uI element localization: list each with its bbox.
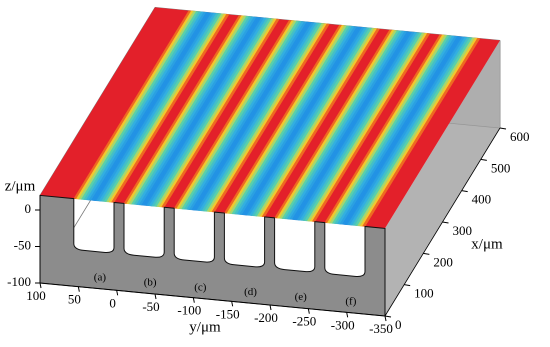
channel-label: (b) <box>144 276 157 288</box>
z-axis-title: z/μm <box>5 178 36 194</box>
y-tick <box>384 315 387 322</box>
x-tick-label: 0 <box>395 317 402 332</box>
x-tick <box>499 127 507 130</box>
x-tick-label: 600 <box>510 129 530 144</box>
y-tick <box>346 312 349 318</box>
x-tick <box>384 315 392 318</box>
channel-strip <box>362 37 481 227</box>
x-tick <box>423 252 430 255</box>
channel-label: (f) <box>345 296 356 308</box>
y-tick-label: -250 <box>292 314 316 329</box>
channel-label: (c) <box>194 281 207 293</box>
x-tick-label: 100 <box>414 286 434 301</box>
y-tick-label: -200 <box>254 310 278 325</box>
y-tick <box>77 286 80 292</box>
y-tick <box>39 282 42 289</box>
y-tick <box>192 297 195 303</box>
x-tick <box>404 284 411 287</box>
x-tick <box>480 158 487 161</box>
y-tick-label: -150 <box>216 306 240 321</box>
x-tick-label: 500 <box>491 160 511 175</box>
x-tick <box>442 221 449 224</box>
x-tick <box>461 190 468 193</box>
z-tick-label: -100 <box>7 274 31 289</box>
channel-strip <box>161 18 280 208</box>
x-tick-label: 400 <box>472 192 492 207</box>
y-tick-label: -50 <box>142 299 159 314</box>
channel-strip <box>261 28 381 218</box>
channel-label: (a) <box>94 272 107 284</box>
channel-strip <box>211 23 330 213</box>
x-axis-title: x/μm <box>471 236 503 252</box>
y-tick <box>154 293 157 300</box>
y-tick-label: 50 <box>68 292 81 307</box>
y-axis-title: y/μm <box>189 319 221 335</box>
z-tick-label: -50 <box>14 237 31 252</box>
z-tick-label: 0 <box>25 201 32 216</box>
x-tick-label: 200 <box>433 254 453 269</box>
x-tick-label: 300 <box>453 223 473 238</box>
channel-strip <box>311 33 431 222</box>
y-tick <box>269 304 272 311</box>
axis-line <box>39 282 386 317</box>
y-tick-label: -350 <box>369 321 393 336</box>
front-face <box>39 194 386 317</box>
y-tick <box>231 301 234 307</box>
y-tick-label: 0 <box>109 295 116 310</box>
y-tick <box>116 290 119 296</box>
channel-label: (d) <box>244 286 257 298</box>
channel-strip <box>111 13 230 203</box>
y-tick <box>307 308 310 314</box>
y-tick-label: -300 <box>331 317 355 332</box>
y-tick-label: -100 <box>177 303 201 318</box>
y-tick-label: 100 <box>26 288 46 303</box>
channel-label: (e) <box>295 291 308 303</box>
